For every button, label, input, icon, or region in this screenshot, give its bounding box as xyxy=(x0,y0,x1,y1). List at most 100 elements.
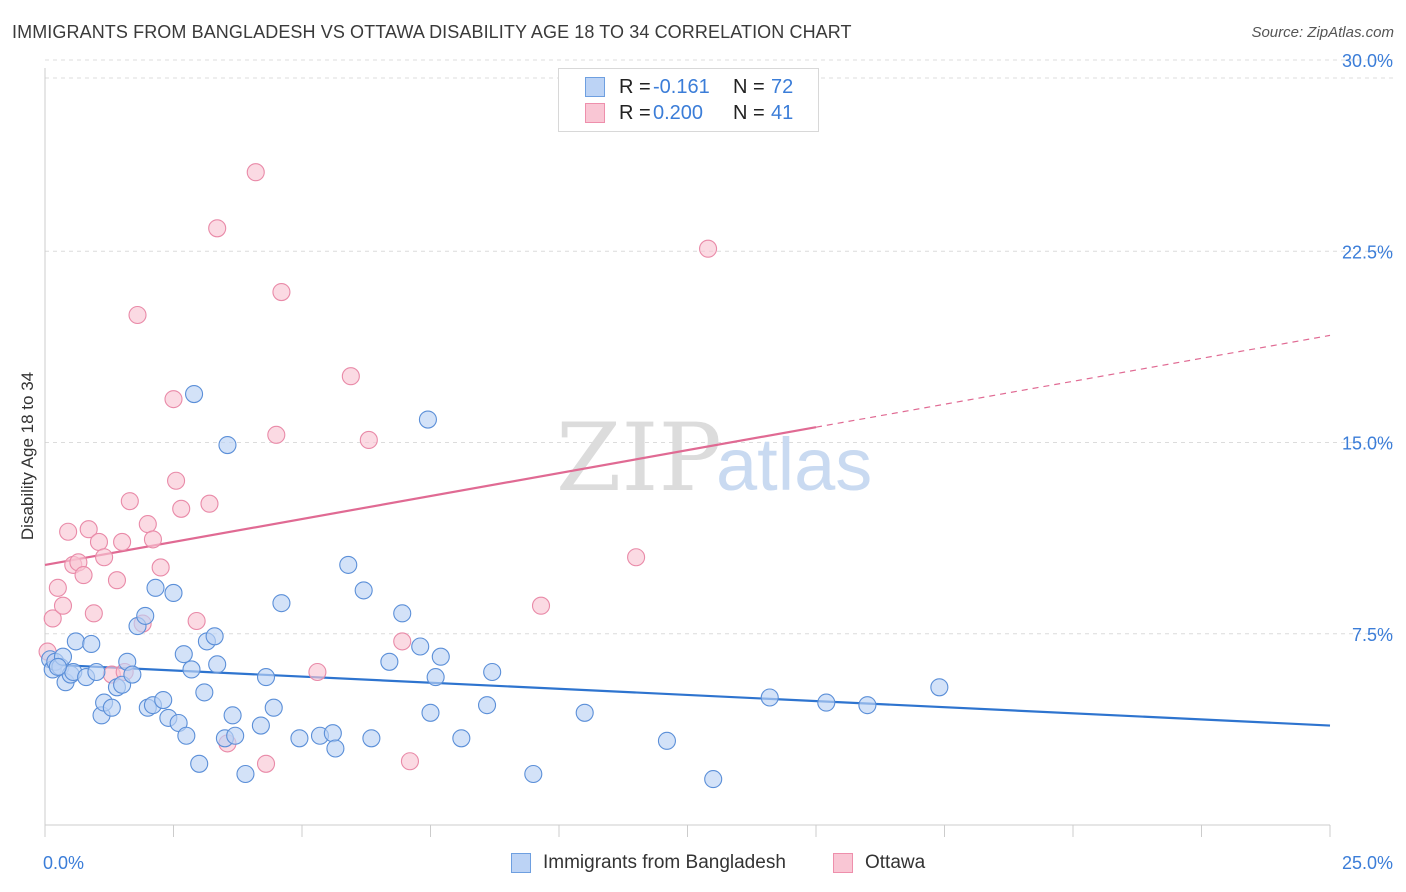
point-bangladesh xyxy=(182,660,201,679)
point-bangladesh xyxy=(123,665,142,684)
point-bangladesh xyxy=(426,668,445,687)
point-bangladesh xyxy=(421,703,440,722)
point-ottawa xyxy=(699,239,718,258)
point-bangladesh xyxy=(146,578,165,597)
point-bangladesh xyxy=(272,594,291,613)
legend-r-value: 0.200 xyxy=(653,101,704,124)
point-ottawa xyxy=(627,548,646,567)
point-bangladesh xyxy=(251,716,270,735)
legend-r-label: R = xyxy=(619,75,651,98)
trend-line-ottawa-extension xyxy=(815,334,1331,428)
point-bangladesh xyxy=(226,726,245,745)
chart-title: IMMIGRANTS FROM BANGLADESH VS OTTAWA DIS… xyxy=(12,22,852,42)
axes xyxy=(44,68,1331,837)
point-ottawa xyxy=(48,578,67,597)
point-ottawa xyxy=(341,367,360,386)
point-bangladesh xyxy=(154,690,173,710)
y-tick-label: 30.0% xyxy=(1342,51,1393,71)
legend-swatch-pink xyxy=(585,103,605,123)
point-bangladesh xyxy=(704,770,723,789)
point-ottawa xyxy=(393,632,412,651)
legend-swatch-blue xyxy=(585,77,605,97)
point-ottawa xyxy=(256,754,276,773)
point-ottawa xyxy=(246,163,265,182)
point-ottawa xyxy=(120,492,139,511)
legend-n-label: N = xyxy=(733,101,765,124)
point-ottawa xyxy=(187,611,206,631)
trend-lines xyxy=(44,334,1331,727)
point-bangladesh xyxy=(87,662,106,682)
tick-labels: 7.5% 15.0% 22.5% 30.0% 0.0% 25.0% xyxy=(43,51,1393,873)
point-bangladesh xyxy=(223,706,242,725)
point-bangladesh xyxy=(190,754,209,773)
point-bangladesh xyxy=(82,634,101,654)
point-bangladesh xyxy=(136,606,155,625)
bottom-legend-swatch-pink xyxy=(833,853,853,873)
legend-r-value: -0.161 xyxy=(653,75,710,98)
point-ottawa xyxy=(308,662,327,682)
point-ottawa xyxy=(167,471,186,490)
point-ottawa xyxy=(113,532,132,552)
point-bangladesh xyxy=(164,583,183,603)
point-bangladesh xyxy=(477,696,497,715)
point-bangladesh xyxy=(174,645,193,664)
point-bangladesh xyxy=(339,555,358,574)
point-ottawa xyxy=(531,596,551,615)
trend-line-ottawa xyxy=(44,426,817,566)
point-bangladesh xyxy=(483,662,502,682)
point-bangladesh xyxy=(411,637,430,656)
point-bangladesh xyxy=(452,729,471,748)
point-bangladesh xyxy=(326,739,345,758)
point-ottawa xyxy=(138,515,157,534)
point-ottawa xyxy=(95,548,114,567)
point-bangladesh xyxy=(858,696,877,715)
point-bangladesh xyxy=(323,724,342,743)
point-bangladesh xyxy=(256,668,276,687)
bottom-legend-label-ottawa: Ottawa xyxy=(865,852,926,873)
point-ottawa xyxy=(107,571,127,590)
point-bangladesh xyxy=(177,726,196,745)
point-bangladesh xyxy=(290,729,309,748)
point-bangladesh xyxy=(380,652,399,671)
legend-n-value: 72 xyxy=(771,75,794,98)
x-tick-label: 0.0% xyxy=(43,853,84,873)
legend-r-label: R = xyxy=(619,101,651,124)
point-bangladesh xyxy=(66,632,85,651)
point-bangladesh xyxy=(48,657,67,676)
point-bangladesh xyxy=(236,764,255,784)
point-bangladesh xyxy=(393,604,412,623)
point-bangladesh xyxy=(218,435,237,455)
point-ottawa xyxy=(272,282,291,302)
point-bangladesh xyxy=(930,678,949,697)
legend: R = -0.161 N = 72 R = 0.200 N = 41 xyxy=(558,68,819,132)
bottom-legend-ottawa: Ottawa xyxy=(833,852,925,874)
grid-lines xyxy=(45,59,1395,635)
point-bangladesh xyxy=(431,647,450,666)
point-ottawa xyxy=(128,305,147,325)
point-ottawa xyxy=(267,425,286,444)
legend-n-value: 41 xyxy=(771,101,794,124)
y-axis-label: Disability Age 18 to 34 xyxy=(18,372,37,540)
point-bangladesh xyxy=(195,683,214,702)
point-ottawa xyxy=(208,219,227,238)
bottom-legend-bangladesh: Immigrants from Bangladesh xyxy=(511,852,786,874)
point-ottawa xyxy=(53,596,73,615)
point-ottawa xyxy=(79,520,98,539)
point-bangladesh xyxy=(205,627,224,646)
source-credit: Source: ZipAtlas.com xyxy=(1251,24,1394,41)
bottom-legend-swatch-blue xyxy=(511,853,531,873)
bottom-legend-label-bangladesh: Immigrants from Bangladesh xyxy=(543,852,786,873)
point-ottawa xyxy=(143,530,162,549)
point-bangladesh xyxy=(817,693,836,712)
point-ottawa xyxy=(59,522,78,541)
point-ottawa xyxy=(400,752,419,771)
point-bangladesh xyxy=(575,703,594,722)
point-bangladesh xyxy=(264,698,283,717)
point-ottawa xyxy=(84,604,103,623)
point-bangladesh xyxy=(657,731,676,750)
watermark-atlas: atlas xyxy=(716,423,872,506)
data-points xyxy=(38,163,949,789)
point-ottawa xyxy=(172,499,191,518)
point-bangladesh xyxy=(185,384,204,404)
x-tick-label: 25.0% xyxy=(1342,853,1393,873)
